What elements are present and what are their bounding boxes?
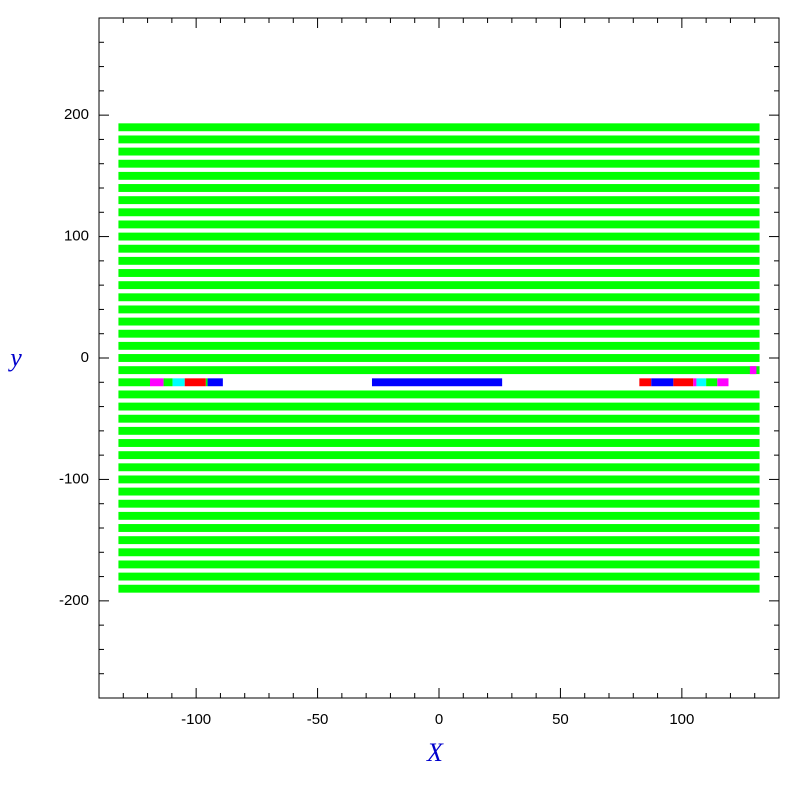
strip-segment — [717, 378, 729, 387]
strip-segment — [118, 269, 760, 277]
strip-segment — [749, 366, 757, 375]
y-axis-label: y — [7, 343, 22, 372]
strip-segment — [118, 305, 760, 314]
strip-segment — [118, 256, 760, 265]
strip-segment — [651, 378, 674, 387]
strip-segment — [118, 293, 760, 302]
strip-segment — [118, 414, 760, 423]
strip-segment — [118, 147, 760, 156]
strip-segment — [118, 232, 760, 241]
x-tick-label: -100 — [181, 711, 211, 728]
strip-segment — [118, 426, 760, 435]
strip-segment — [118, 548, 760, 557]
strip-segment — [118, 329, 760, 338]
strip-segment — [118, 135, 760, 144]
strip-segment — [118, 390, 760, 399]
strip-segment — [172, 378, 185, 387]
strip-segment — [673, 378, 694, 387]
strip-segment — [118, 208, 760, 217]
strip-segment — [205, 378, 208, 387]
strip-segment — [118, 584, 760, 593]
x-tick-label: 0 — [435, 711, 443, 728]
strip-segment — [696, 378, 707, 387]
strip-segment — [118, 366, 760, 375]
strip-segment — [118, 536, 760, 545]
strip-segment — [118, 451, 760, 460]
strip-segment — [163, 378, 173, 387]
strip-segment — [118, 378, 150, 387]
strip-segment — [150, 378, 164, 387]
x-tick-label: 50 — [552, 711, 569, 728]
strip-segment — [639, 378, 652, 387]
strip-segment — [118, 572, 760, 581]
strip-segment — [371, 378, 503, 387]
y-tick-label: -200 — [59, 592, 89, 609]
strip-segment — [693, 378, 697, 387]
strip-segment — [118, 475, 760, 484]
strip-segment — [118, 499, 760, 508]
strip-segment — [706, 378, 718, 387]
strip-segment — [118, 511, 760, 520]
strip-segment — [118, 524, 760, 532]
strip-segment — [118, 220, 760, 229]
strip-segment — [118, 123, 760, 132]
y-tick-label: 100 — [64, 228, 89, 245]
y-tick-label: -100 — [59, 470, 89, 487]
y-tick-label: 0 — [81, 349, 89, 366]
strip-segment — [118, 354, 760, 362]
strip-segment — [118, 159, 760, 168]
strip-segment — [118, 244, 760, 253]
strip-segment — [118, 341, 760, 350]
strip-segment — [118, 317, 760, 326]
strip-segment — [184, 378, 206, 387]
strip-segment — [207, 378, 223, 387]
x-tick-label: 100 — [669, 711, 694, 728]
x-axis-label: X — [426, 738, 444, 767]
strip-segment — [118, 171, 760, 180]
strip-segment — [118, 487, 760, 496]
strip-segment — [118, 560, 760, 569]
y-tick-label: 200 — [64, 106, 89, 123]
strip-segment — [118, 184, 760, 192]
strip-segment — [118, 463, 760, 472]
strip-segment — [118, 196, 760, 205]
strip-segment — [118, 281, 760, 290]
x-tick-label: -50 — [307, 711, 329, 728]
strip-segment — [118, 402, 760, 411]
strip-segment — [118, 439, 760, 447]
